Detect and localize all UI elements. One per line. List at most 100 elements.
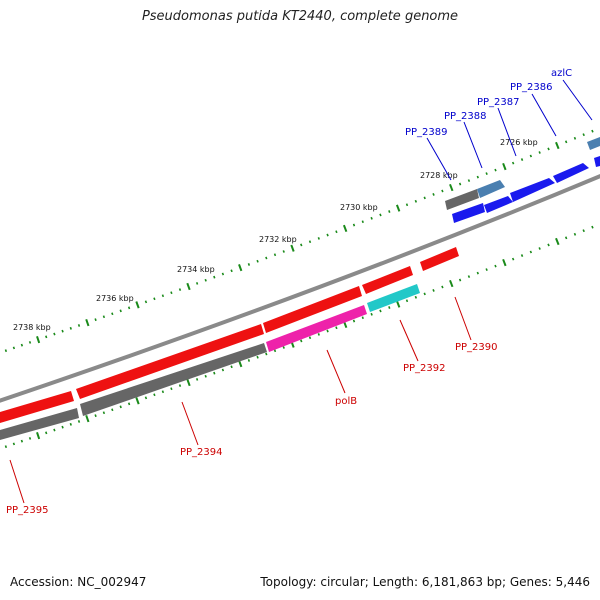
gene-label-PP_2395[interactable]: PP_2395: [6, 505, 49, 516]
outer-tick: [61, 329, 64, 333]
feature-red-3[interactable]: [263, 286, 362, 333]
inner-tick: [405, 299, 409, 303]
inner-tick: [388, 306, 391, 309]
feature-red-4[interactable]: [76, 324, 264, 399]
inner-tick: [511, 257, 515, 261]
gene-label-PP_2392[interactable]: PP_2392: [403, 363, 446, 374]
outer-tick: [555, 141, 560, 150]
outer-tick-track: [4, 129, 594, 353]
inner-tick: [441, 285, 444, 289]
inner-tick: [529, 250, 533, 254]
gene-label-PP_2394[interactable]: PP_2394: [180, 447, 223, 458]
feature-grey-small[interactable]: [445, 189, 479, 210]
outer-tick: [414, 199, 418, 203]
outer-tick: [135, 301, 140, 309]
leader-PP_2386: [531, 93, 557, 137]
inner-tick: [476, 271, 479, 275]
outer-tick: [247, 263, 251, 266]
gene-label-PP_2388[interactable]: PP_2388: [444, 111, 487, 122]
outer-tick: [45, 335, 48, 339]
feature-steel-2[interactable]: [587, 137, 600, 150]
inner-tick: [326, 329, 329, 333]
outer-tick: [502, 162, 507, 171]
inner-tick: [178, 384, 182, 387]
outer-tick: [395, 204, 401, 212]
leader-PP_2389: [426, 137, 452, 181]
outer-tick: [238, 264, 243, 272]
outer-tick: [161, 294, 165, 298]
scale-label-2730: 2730 kbp: [340, 203, 378, 212]
inner-tick: [395, 300, 401, 308]
outer-tick: [458, 182, 462, 186]
feature-blue-1[interactable]: [452, 203, 485, 223]
inner-tick: [119, 405, 122, 409]
scale-label-2732: 2732 kbp: [259, 235, 297, 244]
inner-tick: [28, 437, 32, 440]
feature-steel-1[interactable]: [477, 180, 505, 198]
outer-tick: [102, 315, 106, 319]
inner-tick: [432, 289, 435, 292]
outer-tick: [256, 259, 259, 263]
feature-blue-2[interactable]: [484, 196, 513, 213]
inner-tick: [573, 232, 577, 236]
gene-label-azlC[interactable]: azlC: [551, 68, 572, 79]
inner-tick: [4, 445, 8, 449]
feature-grey-1[interactable]: [80, 343, 267, 416]
outer-tick: [69, 326, 72, 330]
map-title: Pseudomonas putida KT2440, complete geno…: [141, 9, 459, 24]
outer-tick: [476, 175, 479, 179]
inner-tick: [520, 254, 524, 257]
inner-tick: [538, 247, 541, 250]
leader-PP_2388: [463, 121, 483, 169]
inner-tick: [582, 229, 585, 233]
feature-blue-3[interactable]: [510, 178, 555, 202]
outer-tick: [230, 269, 233, 273]
inner-tick: [12, 442, 16, 446]
inner-tick: [127, 402, 131, 406]
feature-red-1[interactable]: [420, 247, 459, 271]
outer-tick: [170, 291, 173, 295]
inner-tick: [467, 275, 471, 279]
inner-tick: [282, 346, 285, 349]
gene-label-PP_2390[interactable]: PP_2390: [455, 342, 498, 353]
outer-tick: [273, 253, 277, 257]
outer-tick: [405, 203, 409, 207]
leader-PP_2394: [181, 401, 199, 446]
scale-label-2738: 2738 kbp: [13, 323, 51, 332]
outer-tick: [111, 312, 114, 316]
feature-blue-4[interactable]: [553, 163, 589, 183]
inner-tick: [230, 365, 233, 369]
gene-label-PP_2387[interactable]: PP_2387: [477, 97, 520, 108]
inner-tick: [335, 326, 338, 330]
inner-tick: [69, 422, 72, 426]
gene-label-polB[interactable]: polB: [335, 396, 357, 407]
inner-tick: [265, 352, 268, 356]
inner-tick: [204, 374, 207, 378]
inner-tick: [94, 414, 97, 418]
outer-tick: [547, 147, 550, 151]
feature-cyan[interactable]: [367, 284, 420, 312]
scale-label-2726: 2726 kbp: [500, 138, 538, 147]
inner-tick: [111, 408, 114, 412]
outer-tick: [36, 335, 41, 344]
scale-label-2728: 2728 kbp: [420, 171, 458, 180]
inner-tick: [379, 309, 382, 313]
outer-tick: [282, 250, 285, 253]
inner-tick: [423, 292, 426, 296]
feature-red-5[interactable]: [0, 391, 74, 423]
leader-PP_2387: [497, 107, 517, 157]
leader-PP_2395: [9, 459, 25, 504]
feature-blue-5[interactable]: [594, 156, 600, 167]
outer-tick: [77, 324, 81, 327]
outer-tick: [370, 216, 373, 220]
gene-label-PP_2386[interactable]: PP_2386: [510, 82, 553, 93]
inner-tick: [449, 279, 454, 288]
feature-pink[interactable]: [266, 305, 367, 352]
outer-tick: [379, 213, 382, 217]
outer-tick: [361, 220, 364, 224]
feature-grey-2[interactable]: [0, 408, 79, 440]
feature-red-2[interactable]: [362, 266, 413, 294]
gene-label-PP_2389[interactable]: PP_2389: [405, 127, 448, 138]
